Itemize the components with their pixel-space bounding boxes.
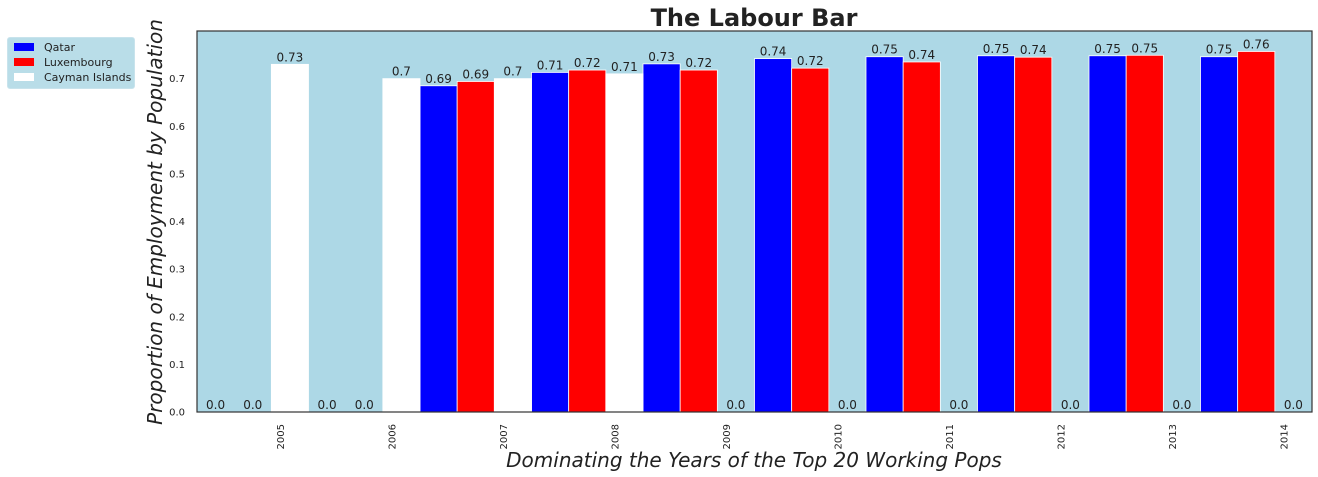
bar-label-luxembourg-2010: 0.72	[797, 54, 824, 68]
bar-luxembourg-2013	[1125, 54, 1164, 413]
bar-label-cayman-islands-2011: 0.0	[949, 398, 968, 412]
bar-luxembourg-2012	[1014, 56, 1053, 413]
bar-label-qatar-2014: 0.75	[1206, 43, 1233, 57]
bar-label-qatar-2008: 0.71	[537, 58, 564, 72]
bar-cayman-islands-2007	[493, 78, 532, 413]
x-tick-label: 2007	[499, 424, 510, 449]
legend-label-cayman-islands: Cayman Islands	[44, 70, 132, 84]
x-tick-label: 2011	[945, 424, 956, 449]
y-tick-label: 0.6	[169, 122, 185, 133]
bar-label-qatar-2006: 0.0	[318, 398, 337, 412]
bar-label-cayman-islands-2012: 0.0	[1061, 398, 1080, 412]
bar-qatar-2012	[977, 55, 1016, 413]
bar-label-cayman-islands-2013: 0.0	[1172, 398, 1191, 412]
bar-label-luxembourg-2005: 0.0	[243, 398, 262, 412]
y-axis-title: Proportion of Employment by Population	[143, 19, 167, 425]
bar-label-luxembourg-2011: 0.74	[908, 48, 935, 62]
legend: Qatar Luxembourg Cayman Islands	[7, 37, 135, 89]
x-axis-ticks: 2005 2006 2007 2008 2009 2010 2011 2012 2013 2014	[276, 424, 1291, 449]
bar-label-qatar-2012: 0.75	[983, 42, 1010, 56]
chart-title: The Labour Bar	[651, 4, 858, 32]
bar-qatar-2011	[865, 56, 904, 413]
x-tick-label: 2010	[834, 424, 845, 449]
x-axis-title: Dominating the Years of the Top 20 Worki…	[506, 448, 1002, 472]
legend-swatch-qatar	[14, 43, 34, 51]
legend-item-cayman-islands: Cayman Islands	[14, 70, 131, 84]
bar-label-luxembourg-2006: 0.0	[355, 398, 374, 412]
bar-label-cayman-islands-2008: 0.71	[611, 60, 638, 74]
y-tick-label: 0.4	[169, 217, 185, 228]
bar-luxembourg-2011	[902, 61, 941, 413]
bar-label-cayman-islands-2005: 0.73	[277, 50, 304, 64]
plot-frame	[196, 30, 1313, 413]
legend-swatch-luxembourg	[14, 58, 34, 66]
bar-label-qatar-2013: 0.75	[1094, 42, 1121, 56]
y-tick-label: 0.1	[169, 360, 185, 371]
x-tick-label: 2014	[1280, 424, 1291, 449]
bar-qatar-2014	[1200, 56, 1239, 413]
y-tick-label: 0.3	[169, 265, 185, 276]
bar-label-cayman-islands-2007: 0.7	[503, 65, 522, 79]
bar-label-luxembourg-2013: 0.75	[1131, 41, 1158, 55]
bars-group	[270, 51, 1276, 413]
bar-label-luxembourg-2014: 0.76	[1243, 37, 1270, 51]
y-tick-label: 0.5	[169, 169, 185, 180]
bar-label-qatar-2009: 0.73	[648, 50, 675, 64]
y-tick-label: 0.2	[169, 312, 185, 323]
bar-qatar-2010	[754, 58, 793, 413]
bar-label-cayman-islands-2006: 0.7	[392, 65, 411, 79]
x-tick-label: 2005	[276, 424, 287, 449]
x-tick-label: 2009	[722, 424, 733, 449]
bar-label-luxembourg-2007: 0.69	[462, 67, 489, 81]
x-tick-label: 2013	[1168, 424, 1179, 449]
bar-luxembourg-2008	[568, 69, 607, 413]
bar-qatar-2008	[531, 72, 570, 413]
bar-label-luxembourg-2012: 0.74	[1020, 43, 1047, 57]
y-tick-label: 0.0	[169, 408, 185, 419]
bar-label-luxembourg-2009: 0.72	[685, 56, 712, 70]
bar-qatar-2013	[1088, 55, 1127, 413]
legend-label-luxembourg: Luxembourg	[44, 55, 113, 69]
x-tick-label: 2012	[1057, 424, 1068, 449]
x-tick-label: 2008	[611, 424, 622, 449]
bar-label-luxembourg-2008: 0.72	[574, 56, 601, 70]
bar-label-cayman-islands-2014: 0.0	[1284, 398, 1303, 412]
bar-labels-group: 0.0 0.0 0.69 0.71 0.73 0.74 0.75 0.75 0.75 0.75 0.…	[206, 37, 1303, 412]
bar-luxembourg-2014	[1237, 51, 1276, 413]
bar-label-cayman-islands-2009: 0.0	[726, 398, 745, 412]
bar-luxembourg-2007	[456, 81, 495, 413]
x-tick-label: 2006	[388, 424, 399, 449]
bar-qatar-2009	[642, 63, 681, 413]
y-tick-label: 0.7	[169, 74, 185, 85]
bar-cayman-islands-2006	[382, 78, 421, 413]
bar-luxembourg-2009	[679, 69, 718, 413]
legend-swatch-cayman-islands	[14, 73, 34, 81]
legend-item-luxembourg: Luxembourg	[14, 55, 113, 69]
bar-cayman-islands-2005	[270, 63, 309, 413]
legend-item-qatar: Qatar	[14, 40, 75, 54]
bar-label-qatar-2007: 0.69	[425, 72, 452, 86]
bar-label-qatar-2011: 0.75	[871, 43, 898, 57]
bar-cayman-islands-2008	[605, 73, 644, 413]
y-axis-ticks: 0.0 0.1 0.2 0.3 0.4 0.5 0.6 0.7	[169, 74, 185, 418]
bar-luxembourg-2010	[791, 67, 830, 413]
legend-label-qatar: Qatar	[44, 40, 75, 54]
bar-label-qatar-2010: 0.74	[760, 45, 787, 59]
bar-label-qatar-2005: 0.0	[206, 398, 225, 412]
bar-qatar-2007	[419, 85, 458, 413]
bar-label-cayman-islands-2010: 0.0	[838, 398, 857, 412]
